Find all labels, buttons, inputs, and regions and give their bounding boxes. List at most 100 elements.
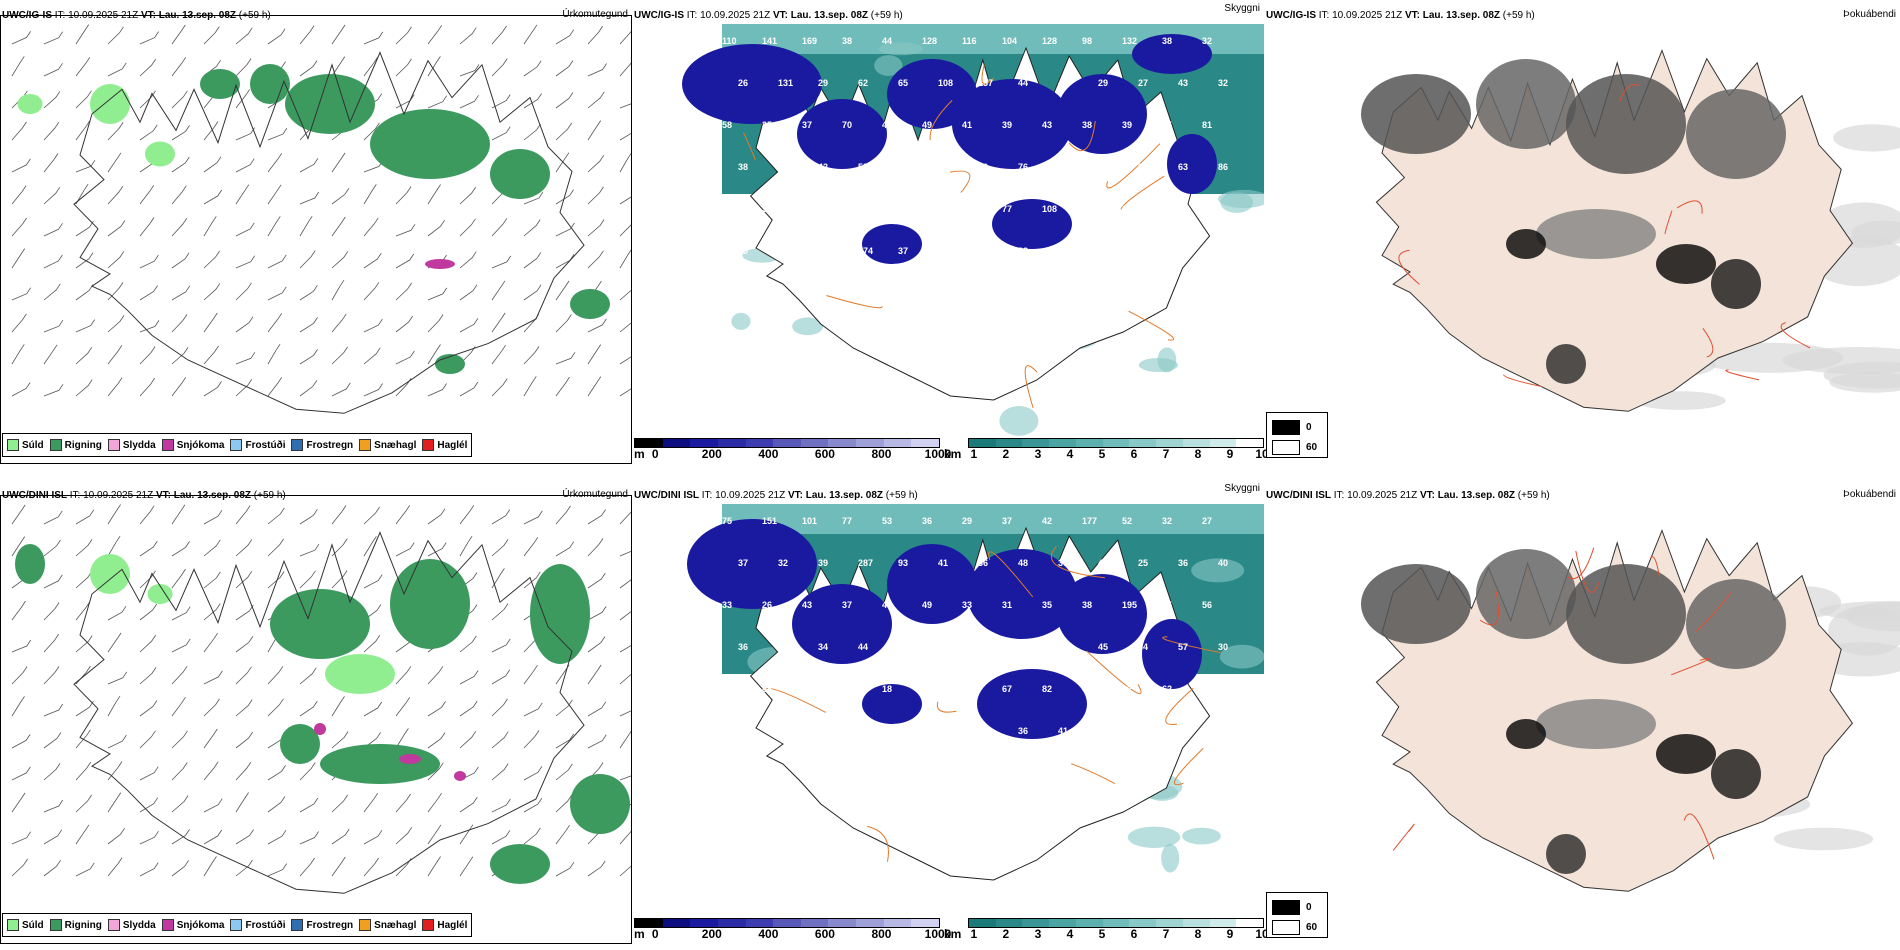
wind-barb bbox=[555, 29, 575, 45]
colorbar-segment bbox=[773, 439, 801, 447]
cloud-base-value: 56 bbox=[1202, 600, 1212, 610]
cloud-base-value: 32 bbox=[1122, 684, 1132, 694]
wind-barb bbox=[363, 506, 380, 525]
wind-barb bbox=[619, 672, 632, 685]
legend-swatch bbox=[161, 919, 174, 931]
wind-barb bbox=[267, 507, 285, 525]
precip-legend: Súld Rigning Slydda Snjókoma Frostúði Frostre… bbox=[2, 913, 473, 937]
cloud-base-value: 52 bbox=[1058, 162, 1068, 172]
wind-barb bbox=[75, 761, 92, 781]
precip-area bbox=[147, 584, 173, 604]
colorbar-tick: 1 bbox=[970, 447, 978, 461]
wind-barb bbox=[75, 862, 95, 877]
precip-area bbox=[200, 69, 240, 99]
wind-barb bbox=[139, 634, 157, 653]
colorbar-segment bbox=[1102, 919, 1130, 927]
wind-barb bbox=[11, 536, 26, 557]
fog-legend-swatch bbox=[1272, 900, 1300, 915]
wind-barb bbox=[171, 795, 189, 813]
wind-barb bbox=[267, 698, 284, 717]
precip-area bbox=[270, 589, 370, 659]
visibility-patch bbox=[1219, 644, 1264, 669]
cloud-base-area bbox=[1057, 574, 1147, 654]
wind-barb bbox=[491, 25, 507, 45]
wind-barb bbox=[171, 638, 191, 653]
wind-barb bbox=[139, 830, 159, 845]
cloud-base-value: 111 bbox=[938, 642, 952, 652]
wind-barb bbox=[299, 570, 316, 589]
wind-barb bbox=[587, 63, 607, 77]
wind-barb bbox=[395, 350, 415, 365]
legend-item: Frostregn bbox=[291, 919, 353, 931]
legend-label: Haglél bbox=[437, 439, 468, 451]
wind-barb bbox=[619, 729, 632, 749]
wind-barb bbox=[43, 602, 60, 621]
wind-barb bbox=[171, 860, 190, 877]
wind-barb bbox=[235, 570, 253, 589]
wind-barb bbox=[427, 344, 441, 365]
colorbar-segment bbox=[745, 919, 774, 927]
fog-patch bbox=[1833, 124, 1900, 152]
wind-barb bbox=[427, 25, 443, 45]
wind-barb bbox=[267, 343, 281, 365]
wind-barb bbox=[139, 540, 158, 557]
cloud-base-value: 37 bbox=[738, 558, 748, 568]
wind-barb bbox=[203, 156, 222, 173]
wind-barb bbox=[331, 505, 347, 525]
fog-patch bbox=[1829, 372, 1900, 393]
wind-barb bbox=[107, 251, 125, 269]
wind-barb bbox=[11, 344, 25, 365]
wind-barb bbox=[11, 56, 25, 77]
colorbar-tick: 7 bbox=[1162, 927, 1170, 941]
cloud-base-value: 43 bbox=[1042, 120, 1052, 130]
cloud-base-value: 104 bbox=[1002, 36, 1017, 46]
wind-barb bbox=[523, 346, 540, 365]
cloud-base-value: 58 bbox=[802, 684, 812, 694]
wind-barb bbox=[75, 729, 91, 749]
cloud-base-unit: m bbox=[634, 927, 645, 941]
wind-barb bbox=[491, 638, 511, 653]
wind-barb bbox=[171, 90, 188, 109]
cloud-base-value: 42 bbox=[922, 204, 932, 214]
wind-barb bbox=[43, 633, 60, 653]
colorbar-tick: 4 bbox=[1066, 447, 1074, 461]
wind-barb bbox=[139, 285, 158, 301]
cloud-base-colorbar bbox=[634, 438, 940, 448]
wind-barb bbox=[235, 859, 253, 877]
legend-item: Snjókoma bbox=[161, 439, 224, 451]
colorbar-segment bbox=[800, 439, 829, 447]
wind-barb bbox=[555, 92, 574, 109]
wind-barb bbox=[171, 568, 186, 589]
wind-barb bbox=[459, 95, 479, 109]
wind-barb bbox=[331, 56, 346, 77]
legend-swatch bbox=[7, 439, 19, 451]
road bbox=[936, 701, 957, 713]
wind-barb bbox=[267, 184, 282, 205]
wind-barb bbox=[299, 25, 315, 45]
cloud-base-value: 70 bbox=[962, 204, 972, 214]
wind-barb bbox=[235, 352, 256, 365]
cloud-base-value: 36 bbox=[978, 558, 988, 568]
cloud-base-value: 53 bbox=[882, 516, 892, 526]
colorbar-tick: 200 bbox=[701, 447, 722, 461]
fog-legend-label: 60 bbox=[1306, 922, 1318, 933]
cloud-base-value: 49 bbox=[922, 120, 932, 130]
panel-header: UWC/IG-IS IT: 10.09.2025 21Z VT: Lau. 13… bbox=[1266, 10, 1535, 21]
cloud-base-value: 38 bbox=[1082, 600, 1092, 610]
cloud-base-value: 108 bbox=[1042, 204, 1057, 214]
wind-barb bbox=[203, 283, 221, 301]
fog-area bbox=[1656, 244, 1716, 284]
colorbar-segment bbox=[662, 439, 691, 447]
visibility-area bbox=[722, 504, 1264, 534]
wind-barb bbox=[139, 217, 155, 237]
wind-barb bbox=[43, 510, 63, 525]
cloud-base-value: 88 bbox=[722, 204, 732, 214]
cloud-base-value: 36 bbox=[1018, 726, 1028, 736]
road bbox=[1695, 591, 1732, 632]
wind-barb bbox=[11, 185, 27, 205]
cloud-base-value: 48 bbox=[1018, 558, 1028, 568]
wind-barb bbox=[491, 763, 509, 781]
wind-barb bbox=[587, 25, 604, 45]
wind-barb bbox=[107, 185, 124, 205]
fog-area bbox=[1536, 209, 1656, 259]
